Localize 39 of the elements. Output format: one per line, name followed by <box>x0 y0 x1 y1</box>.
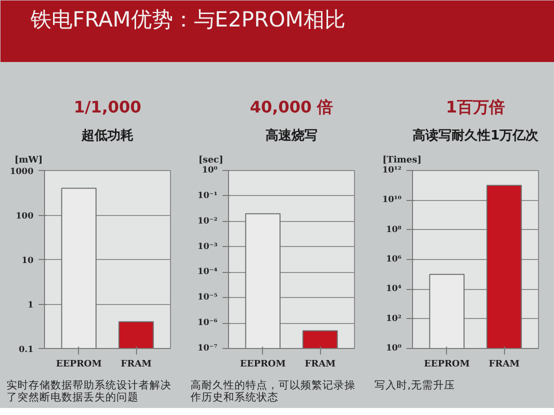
y-tick-label: 10⁶ <box>386 254 402 264</box>
y-tick-label: 10⁻³ <box>197 242 218 252</box>
y-axis-title: [mW] <box>14 156 43 166</box>
y-tick-label: 1 <box>28 300 34 310</box>
y-tick-label: 10 <box>22 256 34 266</box>
x-tick-label: FRAM <box>120 360 152 370</box>
x-tick-label: FRAM <box>488 360 520 370</box>
y-tick-label: 0.1 <box>18 345 34 355</box>
chart-subtitle: 高速烧写 <box>266 128 318 144</box>
x-tick-label: FRAM <box>304 360 336 370</box>
y-tick-label: 10⁻⁴ <box>197 267 218 278</box>
y-tick-label: 10⁻¹ <box>197 190 218 201</box>
chart-title: 40,000 倍 <box>250 98 334 116</box>
chart-subtitle: 超低功耗 <box>80 128 134 144</box>
chart-subtitle: 高读写耐久性1万亿次 <box>412 128 540 144</box>
chart-title: 1百万倍 <box>446 98 506 116</box>
text: 写入时,无需升压 <box>374 378 455 392</box>
y-tick-label: 10⁰ <box>386 344 402 354</box>
y-tick-label: 1000 <box>10 167 34 177</box>
x-tick-label: EEPROM <box>424 360 470 370</box>
text: 铁电FRAM优势：与E2PROM相比 <box>30 8 346 32</box>
y-tick-label: 10² <box>386 314 402 324</box>
x-tick-label: EEPROM <box>240 360 286 370</box>
y-tick-label: 10¹⁰ <box>382 195 402 206</box>
y-tick-label: 10⁻² <box>197 216 218 226</box>
y-axis-title: [sec] <box>198 156 224 166</box>
text: 高耐久性的特点，可以频繁记录操作历史和系统状态 <box>190 378 356 404</box>
y-tick-label: 10⁻⁷ <box>197 344 218 354</box>
y-axis-title: [Times] <box>382 156 422 166</box>
x-tick-label: EEPROM <box>56 360 102 370</box>
y-tick-label: 10¹² <box>382 166 402 176</box>
chart-title: 1/1,000 <box>74 98 142 116</box>
y-tick-label: 10⁴ <box>386 284 402 294</box>
y-tick-label: 100 <box>16 212 34 222</box>
text: 实时存储数据帮助系统设计者解决了突然断电数据丢失的问题 <box>6 378 172 404</box>
y-tick-label: 10⁻⁵ <box>197 292 218 303</box>
y-tick-label: 10⁰ <box>202 166 218 176</box>
y-tick-label: 10⁸ <box>386 224 402 235</box>
y-tick-label: 10⁻⁶ <box>197 318 218 328</box>
